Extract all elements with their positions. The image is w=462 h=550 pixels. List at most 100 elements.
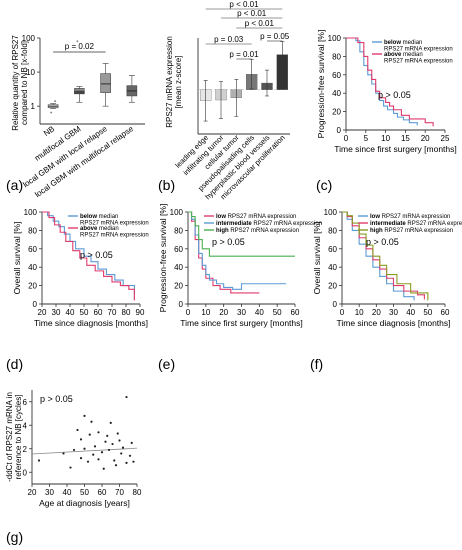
panel-letter-f: (f) (310, 356, 323, 372)
d-ytick-label: 40 (28, 263, 37, 272)
c-legend-entry-1: above median (384, 52, 423, 58)
panel-letter-d: (d) (6, 356, 23, 372)
g-point (121, 446, 125, 449)
b-ylabel-line1: RPS27 mRNA expression (165, 36, 174, 128)
f-legend-entry-0: low RPS27 mRNA expression (370, 214, 450, 220)
c-xtick-label: 0 (344, 134, 349, 143)
c-xtick-label: 15 (401, 134, 410, 143)
b-pvalue-1: p < 0.01 (237, 9, 267, 18)
panel-e-pfs-plot: 0 20 40 60 80 100 0 10 20 30 40 50 60 low RPS27 mRNA … (158, 204, 322, 328)
g-point (79, 457, 83, 460)
d-xtick-label: 50 (80, 308, 89, 317)
d-xtick-label: 70 (108, 308, 117, 317)
e-ytick-label: 40 (174, 263, 183, 272)
e-xlabel: Time since first surgery [months] (180, 318, 303, 328)
g-xtick-label: 50 (80, 488, 89, 497)
panel-g-scatter: 0 2 4 6 20 30 40 50 60 70 80 p > 0.05 Age at diagnos… (5, 390, 142, 508)
g-point (104, 440, 107, 443)
a-ylabel-line1: Relative quantity of RPS27 (11, 35, 20, 131)
g-ytick-label: 6 (23, 398, 28, 407)
a-ylabel-line2: compared to NB [x-fold] (20, 41, 29, 125)
f-ytick-label: 0 (333, 300, 338, 309)
g-point (62, 452, 65, 455)
g-point (125, 461, 128, 464)
g-point (125, 395, 128, 399)
g-point (100, 451, 104, 454)
g-point (116, 432, 119, 435)
a-ytick-label: 100 (22, 34, 36, 43)
c-ytick-label: 100 (328, 34, 342, 43)
d-ytick-label: 0 (33, 300, 38, 309)
g-point (83, 447, 86, 450)
panel-letter-e: (e) (158, 356, 175, 372)
g-point (92, 453, 95, 456)
c-ytick-label: 80 (332, 52, 341, 61)
g-point (93, 445, 97, 448)
a-box-0-outlier (54, 100, 57, 103)
f-xtick-label: 40 (406, 308, 415, 317)
b-ylabel-line2: [mean z-score] (174, 56, 183, 109)
g-ylabel-line2: reference to NB [cycles] (14, 395, 23, 480)
a-ytick-label: 1 (31, 102, 36, 111)
d-legend-entry-1: above median (80, 226, 119, 232)
e-xtick-label: 0 (186, 308, 191, 317)
d-series-0-line (42, 211, 135, 300)
f-ytick-label: 100 (324, 208, 338, 217)
g-point (132, 460, 135, 463)
g-point (107, 448, 111, 452)
g-point (130, 441, 133, 444)
g-point (128, 454, 132, 457)
d-ytick-label: 20 (28, 282, 37, 291)
g-point (118, 439, 121, 442)
f-xtick-label: 10 (355, 308, 364, 317)
g-point (79, 438, 83, 441)
f-ytick-label: 20 (328, 282, 337, 291)
d-xlabel: Time since diagnosis [months] (34, 318, 148, 328)
g-xtick-label: 30 (45, 488, 54, 497)
d-legend-entry-1-line2: RPS27 mRNA expression (80, 233, 149, 239)
g-point (97, 458, 100, 461)
g-point (102, 467, 105, 470)
f-legend-entry-1: intermediate RPS27 mRNA expression (370, 221, 462, 227)
e-legend-entry-1: intermediate RPS27 mRNA expression (216, 221, 322, 227)
panel-letter-c: (c) (316, 177, 332, 193)
g-trend-line (31, 447, 138, 455)
e-ytick-label: 100 (170, 208, 184, 217)
g-ytick-label: 2 (23, 445, 28, 454)
d-xtick-label: 20 (38, 308, 47, 317)
a-box-1 (74, 88, 85, 95)
b-pvalue-5: p = 0.01 (229, 50, 259, 59)
f-legend-entry-2: high RPS27 mRNA expression (370, 228, 453, 234)
d-legend-entry-0: below median (80, 214, 118, 220)
panel-f-os-plot: 0 20 40 60 80 100 0 10 20 30 40 50 60 low RPS27 mRNA … (312, 208, 462, 328)
e-ylabel: Progression-free survival [%] (158, 204, 168, 313)
e-ytick-label: 60 (174, 245, 183, 254)
f-xtick-label: 20 (372, 308, 381, 317)
f-xlabel: Time since diagnosis [months] (336, 318, 450, 328)
g-point (86, 460, 90, 463)
e-xtick-label: 30 (237, 308, 246, 317)
g-ylabel-line1: -ddCt of RPS27 mRNA in (5, 392, 14, 482)
c-xtick-label: 10 (381, 134, 390, 143)
d-ytick-label: 80 (28, 226, 37, 235)
d-xtick-label: 60 (94, 308, 103, 317)
g-xtick-label: 60 (98, 488, 107, 497)
c-legend-entry-1-line2: RPS27 mRNA expression (384, 59, 453, 65)
e-ytick-label: 80 (174, 226, 183, 235)
g-point (83, 414, 86, 417)
f-ytick-label: 40 (328, 263, 337, 272)
panel-letter-b: (b) (158, 177, 175, 193)
f-xtick-label: 60 (441, 308, 450, 317)
g-pvalue: p > 0.05 (40, 394, 73, 404)
g-point (37, 459, 41, 462)
e-series-1-line (188, 211, 287, 290)
f-ytick-label: 80 (328, 226, 337, 235)
f-ytick-label: 60 (328, 245, 337, 254)
e-xtick-label: 50 (273, 308, 282, 317)
panel-letter-g: (g) (6, 529, 23, 545)
d-ylabel: Overall survival [%] (12, 222, 22, 295)
d-xtick-label: 40 (66, 308, 75, 317)
e-legend-entry-2: high RPS27 mRNA expression (216, 228, 299, 234)
